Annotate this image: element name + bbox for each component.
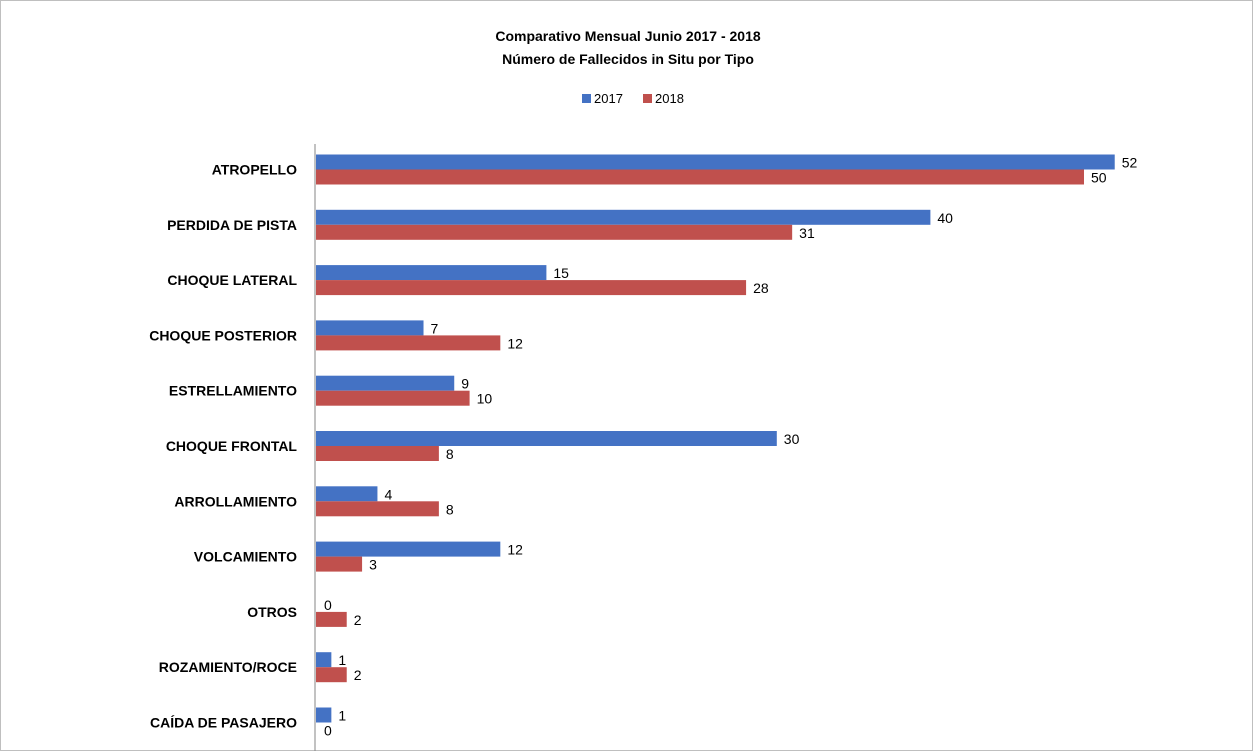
- bar-2018-arrollamiento: [316, 501, 439, 517]
- bar-2017-choque-posterior: [316, 320, 424, 336]
- category-label-choque-lateral: CHOQUE LATERAL: [167, 272, 297, 288]
- category-label-rozamiento-roce: ROZAMIENTO/ROCE: [159, 659, 297, 675]
- bar-2018-choque-lateral: [316, 280, 747, 296]
- category-label-choque-posterior: CHOQUE POSTERIOR: [149, 327, 297, 343]
- category-label-choque-frontal: CHOQUE FRONTAL: [166, 438, 298, 454]
- data-label-2017-volcamiento: 12: [507, 542, 523, 558]
- data-label-2018-volcamiento: 3: [369, 557, 377, 573]
- data-label-2017-rozamiento-roce: 1: [338, 652, 346, 668]
- data-label-2017-caida-de-pasajero: 1: [338, 708, 346, 724]
- chart-subtitle: Número de Fallecidos in Situ por Tipo: [502, 51, 754, 67]
- data-label-2018-arrollamiento: 8: [446, 501, 454, 517]
- bar-2018-estrellamiento: [316, 390, 470, 406]
- bar-2018-atropello: [316, 169, 1084, 185]
- legend-label-2017: 2017: [594, 91, 623, 106]
- data-label-2018-choque-frontal: 8: [446, 446, 454, 462]
- legend: 2017 2018: [582, 91, 684, 106]
- data-label-2017-perdida-de-pista: 40: [937, 210, 953, 226]
- category-label-atropello: ATROPELLO: [212, 162, 297, 178]
- category-label-estrellamiento: ESTRELLAMIENTO: [169, 383, 297, 399]
- data-label-2017-choque-lateral: 15: [553, 265, 569, 281]
- bar-2018-volcamiento: [316, 556, 363, 572]
- data-label-2018-otros: 2: [354, 612, 362, 628]
- category-label-volcamiento: VOLCAMIENTO: [194, 549, 297, 565]
- category-label-otros: OTROS: [247, 604, 297, 620]
- category-label-perdida-de-pista: PERDIDA DE PISTA: [167, 217, 297, 233]
- bar-2018-otros: [316, 611, 347, 627]
- bar-2017-atropello: [316, 154, 1115, 170]
- bar-2018-rozamiento-roce: [316, 667, 347, 683]
- data-label-2018-choque-posterior: 12: [507, 335, 523, 351]
- bar-2017-estrellamiento: [316, 375, 455, 391]
- category-label-arrollamiento: ARROLLAMIENTO: [174, 493, 297, 509]
- bar-2017-arrollamiento: [316, 486, 378, 502]
- data-label-2017-estrellamiento: 9: [461, 376, 469, 392]
- chart-title: Comparativo Mensual Junio 2017 - 2018: [495, 28, 761, 44]
- legend-label-2018: 2018: [655, 91, 684, 106]
- bar-2017-choque-frontal: [316, 431, 777, 446]
- bar-2018-choque-posterior: [316, 335, 501, 351]
- bar-2017-volcamiento: [316, 541, 501, 557]
- legend-swatch-2018: [643, 94, 652, 103]
- bar-2017-caida-de-pasajero: [316, 707, 332, 723]
- data-label-2018-caida-de-pasajero: 0: [324, 723, 332, 739]
- data-label-2017-choque-frontal: 30: [784, 431, 800, 447]
- bar-2017-perdida-de-pista: [316, 209, 931, 225]
- bar-2018-perdida-de-pista: [316, 224, 793, 240]
- data-label-2018-perdida-de-pista: 31: [799, 225, 815, 241]
- data-label-2018-rozamiento-roce: 2: [354, 667, 362, 683]
- data-label-2017-choque-posterior: 7: [431, 320, 439, 336]
- data-label-2017-otros: 0: [324, 597, 332, 613]
- data-label-2018-atropello: 50: [1091, 170, 1107, 186]
- bar-2017-rozamiento-roce: [316, 652, 332, 668]
- data-label-2017-arrollamiento: 4: [384, 486, 392, 502]
- data-label-2018-choque-lateral: 28: [753, 280, 769, 296]
- category-label-caida-de-pasajero: CAÍDA DE PASAJERO: [150, 715, 297, 731]
- data-label-2018-estrellamiento: 10: [477, 391, 493, 407]
- data-label-2017-atropello: 52: [1122, 155, 1138, 171]
- bar-2017-choque-lateral: [316, 265, 547, 281]
- legend-swatch-2017: [582, 94, 591, 103]
- bar-2018-choque-frontal: [316, 446, 439, 461]
